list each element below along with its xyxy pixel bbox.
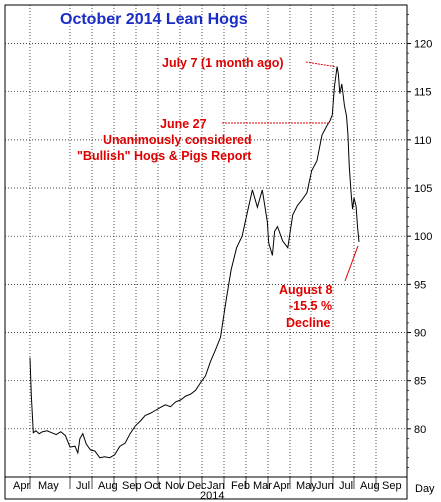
x-tick-label: Dec — [187, 480, 207, 492]
annotation-line: June 27 — [160, 117, 207, 131]
x-tick-label: Feb — [231, 480, 250, 492]
y-tick-label: 105 — [414, 183, 432, 195]
price-series-line — [29, 66, 360, 459]
y-tick-label: 120 — [414, 39, 432, 51]
annotation-line: Unanimously considered — [103, 133, 252, 147]
annotation-line: Decline — [286, 316, 331, 330]
annotation-line: August 8 — [279, 283, 333, 297]
year-label: 2014 — [200, 490, 224, 502]
x-tick-label: Jan — [207, 480, 225, 492]
date-axis-frame — [4, 476, 408, 500]
x-tick-label: Mar — [253, 480, 272, 492]
x-tick-label: Aug — [98, 480, 118, 492]
annotation-line: -15.5 % — [289, 299, 332, 313]
x-tick-label: May — [296, 480, 317, 492]
x-tick-label: Aug — [360, 480, 380, 492]
annotation-line: July 7 (1 month ago) — [162, 56, 284, 70]
x-tick-label: Jul — [76, 480, 90, 492]
x-tick-label: May — [38, 480, 59, 492]
x-tick-label: Jul — [339, 480, 353, 492]
x-tick-label: Sep — [122, 480, 142, 492]
chart-title: October 2014 Lean Hogs — [60, 11, 248, 28]
axis-corner-label: Day — [415, 483, 435, 495]
x-tick-label: Sep — [382, 480, 402, 492]
x-tick-label: Nov — [165, 480, 185, 492]
annotation-line: "Bullish" Hogs & Pigs Report — [77, 149, 252, 163]
y-tick-label: 110 — [414, 135, 432, 147]
annotation-leader — [344, 245, 359, 282]
x-tick-label: Apr — [273, 480, 290, 492]
x-tick-label: Apr — [13, 480, 30, 492]
annotation-leader — [305, 61, 336, 68]
x-tick-label: Oct — [144, 480, 161, 492]
y-tick-label: 85 — [414, 376, 426, 388]
y-tick-label: 115 — [414, 87, 432, 99]
y-tick-label: 95 — [414, 279, 426, 291]
y-tick-label: 100 — [414, 231, 432, 243]
y-tick-label: 90 — [414, 328, 426, 340]
y-tick-label: 80 — [414, 424, 426, 436]
x-tick-label: Jun — [316, 480, 334, 492]
